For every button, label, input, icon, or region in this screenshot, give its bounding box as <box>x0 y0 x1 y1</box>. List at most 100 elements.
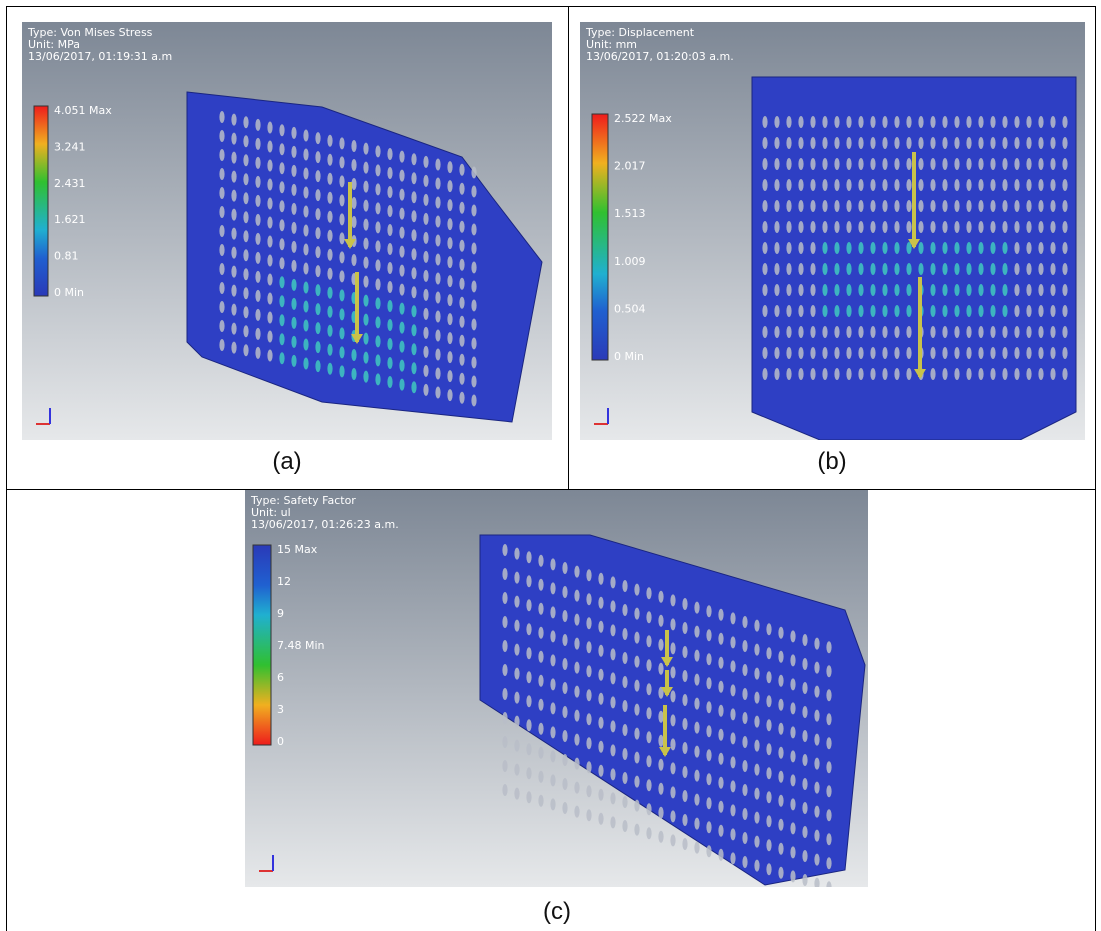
hole <box>1014 116 1019 128</box>
hole <box>303 224 308 236</box>
hole <box>291 127 296 139</box>
hole <box>1050 116 1055 128</box>
hole <box>882 368 887 380</box>
hole <box>634 824 639 836</box>
hole <box>514 548 519 560</box>
hole <box>882 221 887 233</box>
hole <box>966 200 971 212</box>
hole <box>1062 200 1067 212</box>
hole <box>846 284 851 296</box>
hole <box>870 221 875 233</box>
hole <box>291 260 296 272</box>
hole <box>742 736 747 748</box>
hole <box>882 242 887 254</box>
hole <box>315 132 320 144</box>
hole <box>514 764 519 776</box>
hole <box>846 200 851 212</box>
legend-label: 15 Max <box>277 543 318 556</box>
hole <box>882 263 887 275</box>
hole <box>942 347 947 359</box>
hole <box>514 788 519 800</box>
legend-label: 2.431 <box>54 177 86 190</box>
hole <box>502 664 507 676</box>
hole <box>291 317 296 329</box>
hole <box>574 686 579 698</box>
hole <box>990 116 995 128</box>
hole <box>658 759 663 771</box>
hole <box>834 368 839 380</box>
hole <box>598 813 603 825</box>
hole <box>387 205 392 217</box>
hole <box>610 576 615 588</box>
hole <box>942 326 947 338</box>
hole <box>834 305 839 317</box>
hole <box>1002 221 1007 233</box>
hole <box>858 221 863 233</box>
hole <box>954 158 959 170</box>
hole <box>682 646 687 658</box>
hole <box>706 797 711 809</box>
hole <box>742 616 747 628</box>
hole <box>814 734 819 746</box>
hole <box>339 327 344 339</box>
hole <box>966 221 971 233</box>
hole <box>694 818 699 830</box>
hole <box>574 590 579 602</box>
hole <box>802 658 807 670</box>
hole <box>399 303 404 315</box>
hole <box>1002 263 1007 275</box>
hole <box>1062 221 1067 233</box>
hole <box>435 159 440 171</box>
hole <box>802 754 807 766</box>
hole <box>822 179 827 191</box>
hole <box>978 368 983 380</box>
hole <box>918 158 923 170</box>
hole <box>978 200 983 212</box>
hole <box>459 373 464 385</box>
hole <box>774 137 779 149</box>
border <box>6 6 1096 7</box>
hole <box>766 767 771 779</box>
hole <box>279 124 284 136</box>
hole <box>790 654 795 666</box>
hole <box>990 305 995 317</box>
hole <box>375 145 380 157</box>
hole <box>562 802 567 814</box>
hole <box>502 784 507 796</box>
hole <box>538 651 543 663</box>
hole <box>231 190 236 202</box>
hole <box>303 262 308 274</box>
hole <box>1026 221 1031 233</box>
hole <box>291 165 296 177</box>
hole <box>954 137 959 149</box>
hole <box>279 333 284 345</box>
hole <box>762 116 767 128</box>
hole <box>423 308 428 320</box>
hole <box>526 575 531 587</box>
hole <box>1038 242 1043 254</box>
hole <box>610 792 615 804</box>
hole <box>622 724 627 736</box>
hole <box>610 624 615 636</box>
hole <box>694 722 699 734</box>
hole <box>622 748 627 760</box>
hole <box>255 233 260 245</box>
hole <box>858 326 863 338</box>
hole <box>798 242 803 254</box>
hole <box>459 278 464 290</box>
hole <box>459 354 464 366</box>
hole <box>610 696 615 708</box>
hole <box>954 179 959 191</box>
hole <box>255 252 260 264</box>
hole <box>822 263 827 275</box>
hole <box>682 766 687 778</box>
hole <box>706 677 711 689</box>
hole <box>762 347 767 359</box>
hole <box>846 263 851 275</box>
hole <box>363 371 368 383</box>
hole <box>778 747 783 759</box>
hole <box>1038 326 1043 338</box>
hole <box>718 681 723 693</box>
timestamp: 13/06/2017, 01:19:31 a.m <box>28 50 172 63</box>
hole <box>526 791 531 803</box>
